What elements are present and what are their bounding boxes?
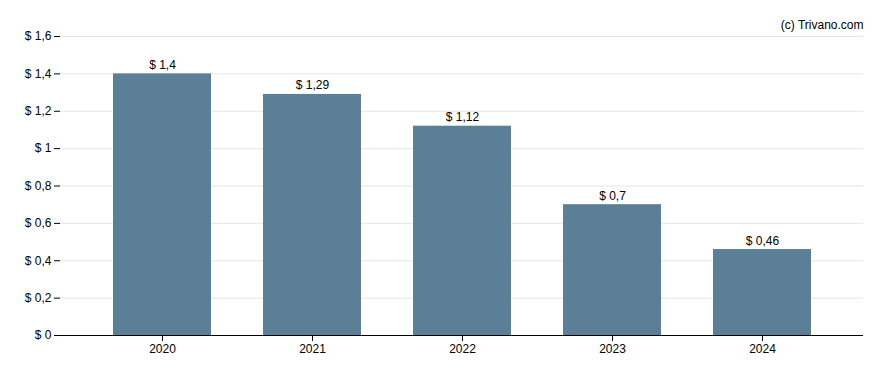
svg-text:$ 0: $ 0 <box>35 328 52 342</box>
svg-text:2023: 2023 <box>599 342 626 356</box>
svg-text:$ 1,6: $ 1,6 <box>25 29 52 43</box>
svg-text:$ 1,29: $ 1,29 <box>296 78 330 92</box>
svg-text:$ 0,6: $ 0,6 <box>25 216 52 230</box>
svg-text:$ 0,4: $ 0,4 <box>25 254 52 268</box>
svg-text:2022: 2022 <box>449 342 476 356</box>
svg-text:$ 0,2: $ 0,2 <box>25 291 52 305</box>
svg-text:2020: 2020 <box>149 342 176 356</box>
svg-text:$ 0,46: $ 0,46 <box>746 234 780 248</box>
svg-text:$ 1,2: $ 1,2 <box>25 104 52 118</box>
svg-text:$ 1: $ 1 <box>35 141 52 155</box>
svg-text:$ 0,7: $ 0,7 <box>599 189 626 203</box>
svg-text:(c) Trivano.com: (c) Trivano.com <box>781 18 864 32</box>
svg-text:$ 1,4: $ 1,4 <box>25 67 52 81</box>
svg-text:2021: 2021 <box>299 342 326 356</box>
svg-text:$ 1,4: $ 1,4 <box>149 58 176 72</box>
svg-text:$ 0,8: $ 0,8 <box>25 179 52 193</box>
svg-text:$ 1,12: $ 1,12 <box>446 110 480 124</box>
svg-text:2024: 2024 <box>749 342 776 356</box>
